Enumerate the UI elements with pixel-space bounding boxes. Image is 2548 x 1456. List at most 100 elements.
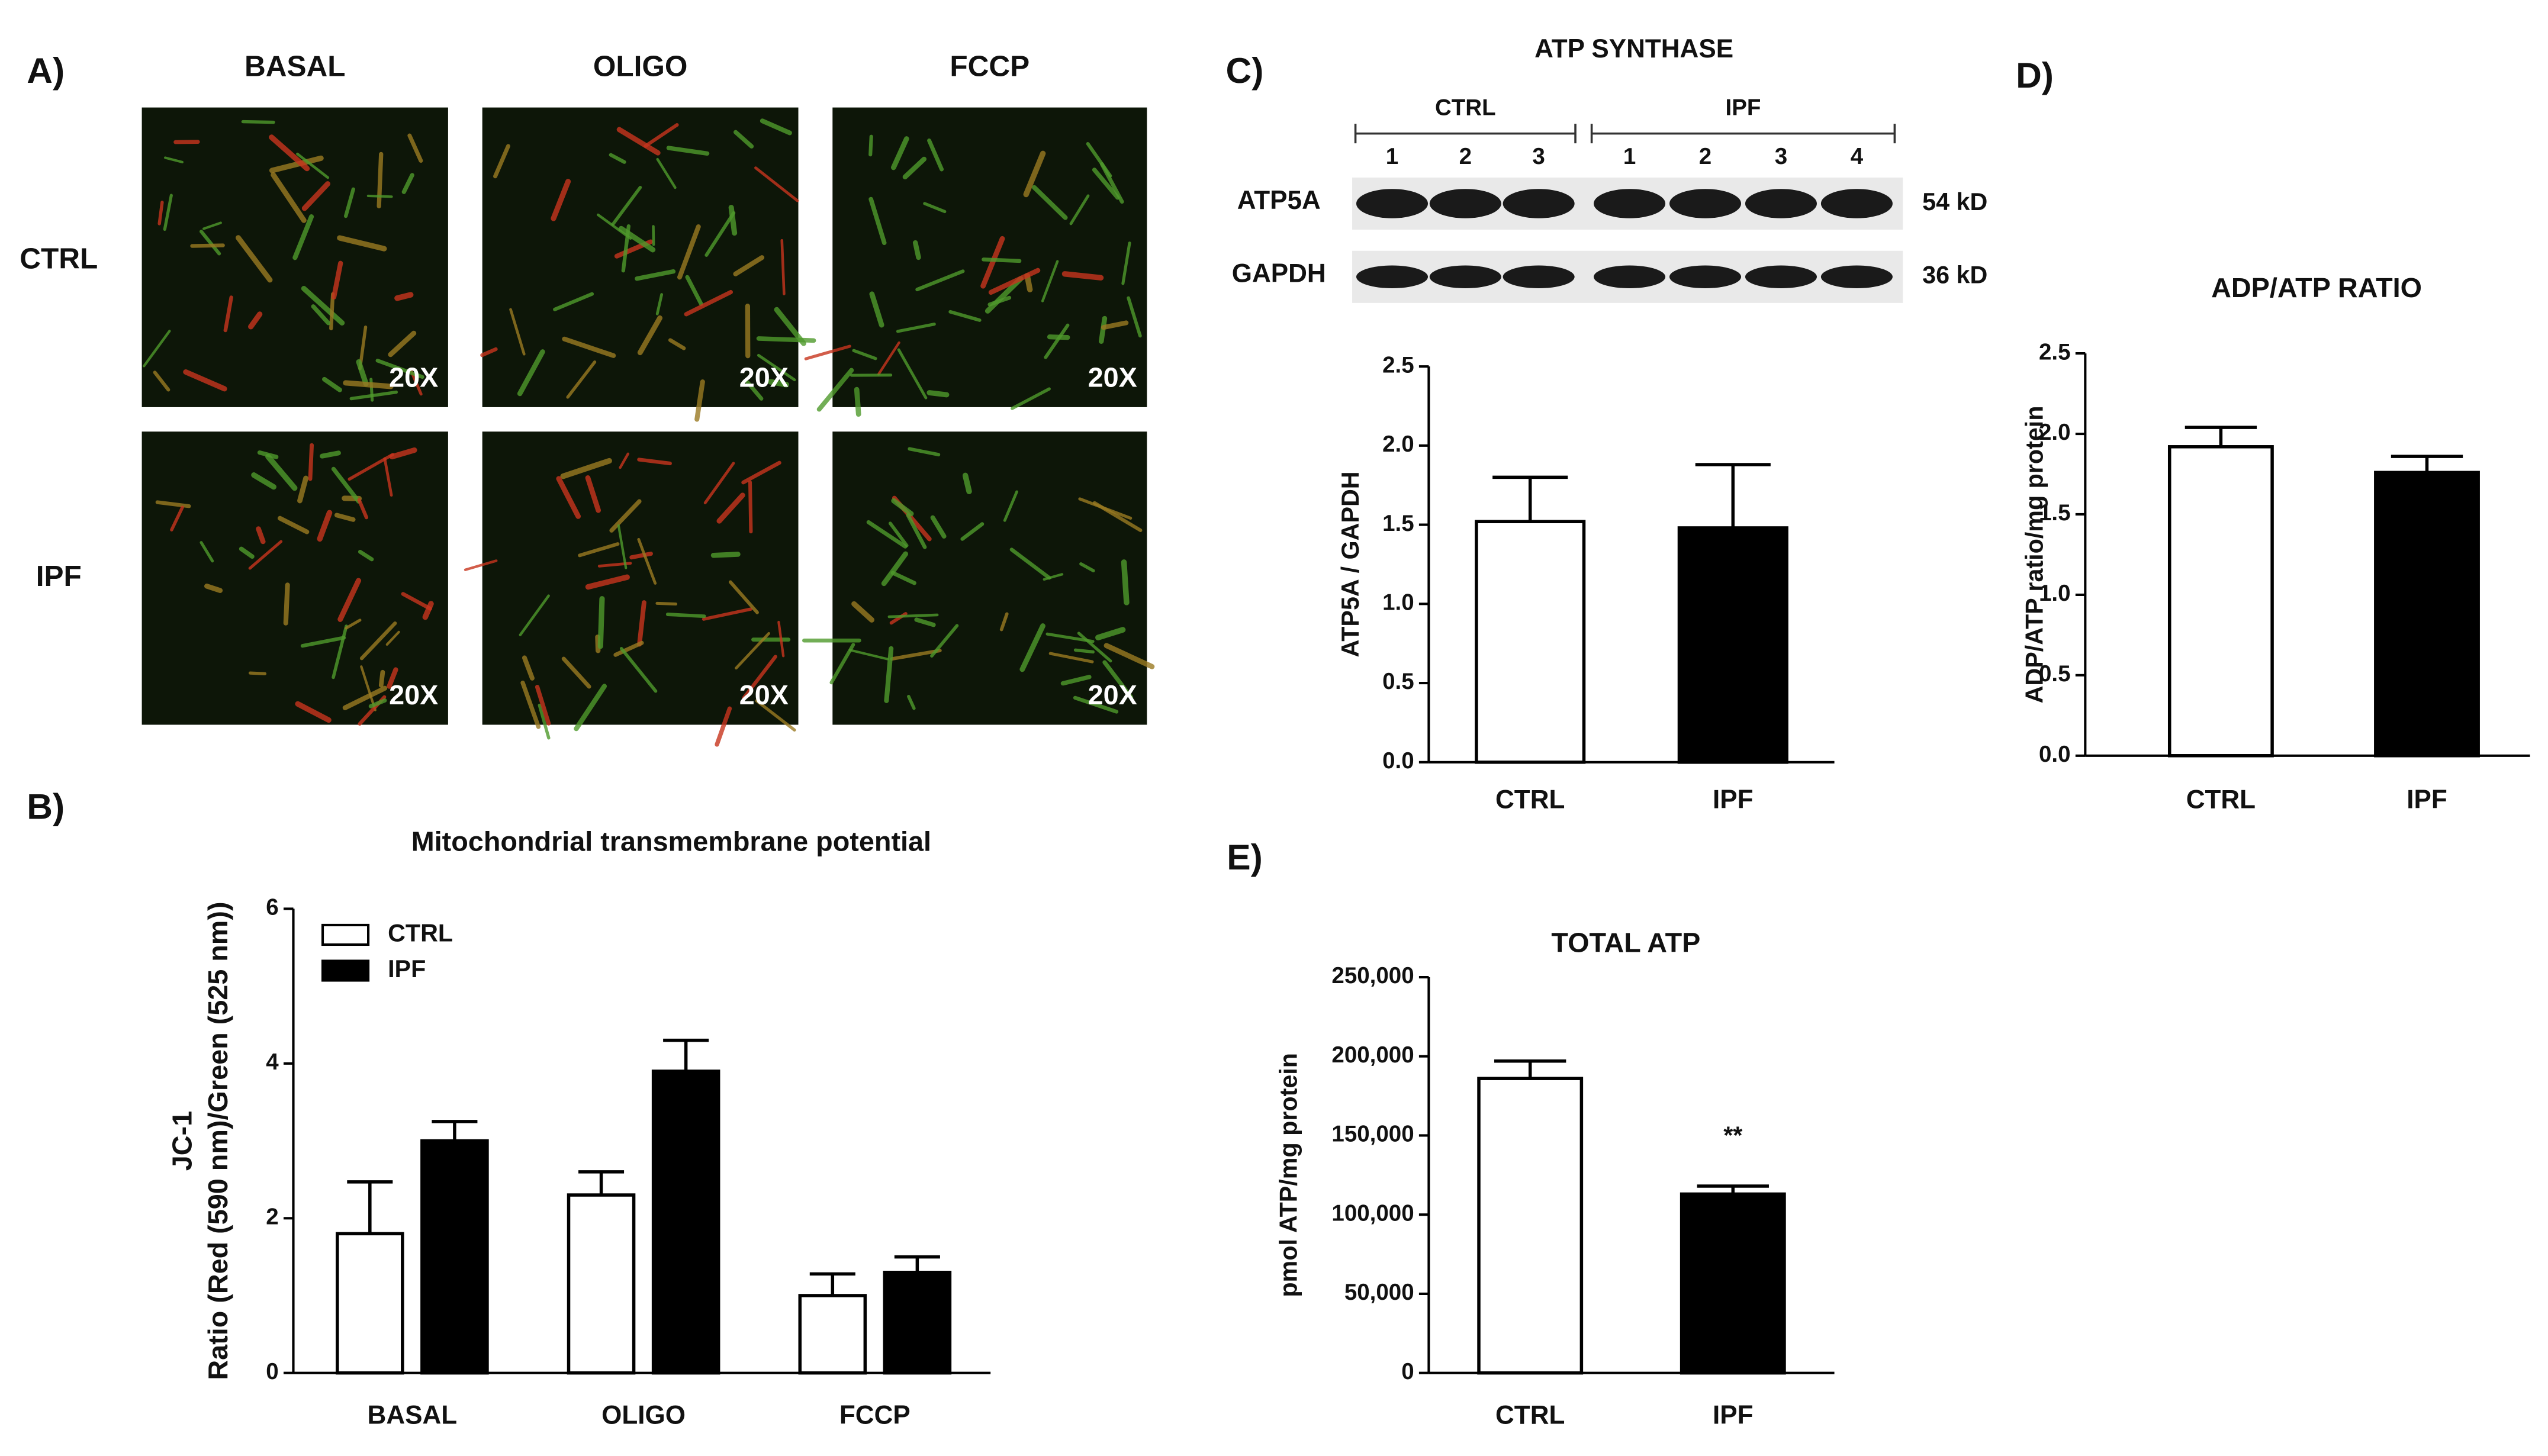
cell bbox=[401, 173, 414, 194]
cell bbox=[277, 516, 310, 534]
cell bbox=[334, 513, 356, 522]
error-bar bbox=[2185, 426, 2257, 447]
cell bbox=[535, 685, 551, 726]
cell bbox=[204, 584, 223, 594]
cell bbox=[295, 701, 332, 723]
cell bbox=[519, 594, 550, 636]
cell bbox=[257, 450, 279, 459]
y-tick-label: 2.5 bbox=[1382, 352, 1414, 378]
cell bbox=[358, 549, 374, 562]
cell bbox=[388, 330, 417, 357]
y-tick-label: 0 bbox=[266, 1359, 278, 1384]
cell bbox=[553, 292, 594, 311]
band bbox=[1429, 265, 1501, 289]
bar bbox=[651, 1070, 720, 1375]
blot-title: ATP SYNTHASE bbox=[1534, 34, 1733, 63]
y-axis-label: JC-1 bbox=[166, 1111, 197, 1171]
cell bbox=[616, 127, 661, 156]
cell bbox=[389, 447, 417, 460]
y-axis-label: ADP/ATP ratio/mg protein bbox=[2021, 406, 2048, 704]
cell bbox=[357, 498, 369, 520]
magnification-label: 20X bbox=[389, 679, 438, 710]
cell bbox=[1041, 260, 1059, 302]
cell bbox=[1069, 194, 1090, 226]
cell bbox=[348, 453, 395, 481]
cell bbox=[1009, 547, 1051, 580]
cell bbox=[585, 574, 630, 590]
cell bbox=[387, 667, 398, 689]
band bbox=[1594, 265, 1666, 289]
cell bbox=[248, 311, 263, 330]
band bbox=[1429, 189, 1501, 218]
cell bbox=[890, 571, 916, 585]
cell bbox=[561, 656, 591, 689]
column-label: BASAL bbox=[244, 50, 346, 83]
cell bbox=[1092, 167, 1120, 200]
y-tick-label: 2.0 bbox=[1382, 431, 1414, 457]
lane-label: 3 bbox=[1532, 144, 1545, 169]
cell bbox=[331, 260, 343, 300]
error-bar bbox=[578, 1170, 625, 1196]
cell bbox=[359, 621, 397, 661]
cell bbox=[343, 187, 355, 218]
cell bbox=[854, 386, 861, 417]
cell bbox=[241, 120, 275, 124]
cell bbox=[1024, 273, 1033, 292]
y-tick-label: 250,000 bbox=[1331, 963, 1414, 988]
micrograph bbox=[141, 107, 448, 407]
cell bbox=[912, 240, 921, 260]
band-size: 36 kD bbox=[1922, 262, 1987, 289]
cell bbox=[926, 390, 950, 398]
cell bbox=[248, 671, 267, 675]
cell bbox=[742, 655, 777, 700]
chart-title: Mitochondrial transmembrane potential bbox=[411, 826, 931, 857]
micrograph-frame bbox=[141, 431, 448, 725]
cell bbox=[422, 601, 434, 620]
cell bbox=[908, 447, 941, 457]
cell bbox=[296, 152, 330, 179]
cell bbox=[852, 349, 877, 360]
cell bbox=[816, 368, 854, 412]
cell bbox=[143, 330, 171, 368]
cell bbox=[1073, 648, 1095, 654]
cell bbox=[629, 552, 654, 560]
cell bbox=[1019, 623, 1045, 672]
cell bbox=[256, 526, 266, 545]
bar bbox=[2374, 471, 2480, 758]
cell bbox=[551, 179, 571, 221]
cell bbox=[666, 146, 710, 156]
cell bbox=[566, 360, 597, 399]
cell bbox=[888, 521, 909, 547]
cell bbox=[755, 699, 796, 732]
legend-swatch bbox=[321, 923, 370, 946]
x-tick-label: BASAL bbox=[368, 1401, 458, 1430]
magnification-label: 20X bbox=[1088, 362, 1137, 393]
magnification-label: 20X bbox=[739, 362, 789, 393]
cell bbox=[988, 268, 1041, 295]
cell bbox=[349, 390, 398, 401]
x-tick-label: IPF bbox=[1713, 785, 1753, 814]
cell bbox=[1077, 632, 1112, 663]
cell bbox=[480, 347, 498, 357]
cell bbox=[685, 275, 703, 306]
cell bbox=[637, 458, 672, 466]
cell bbox=[735, 632, 770, 670]
bar bbox=[798, 1294, 867, 1375]
cell bbox=[960, 522, 985, 541]
chart-title: ADP/ATP RATIO bbox=[2211, 272, 2422, 303]
cell bbox=[655, 293, 664, 315]
group-bracket bbox=[1590, 124, 1896, 144]
band-label: ATP5A bbox=[1237, 186, 1321, 215]
cell bbox=[283, 582, 290, 626]
cell bbox=[756, 336, 816, 343]
error-bar bbox=[894, 1255, 940, 1273]
lane-label: 2 bbox=[1699, 144, 1711, 169]
legend-swatch bbox=[321, 959, 370, 982]
cell bbox=[394, 292, 414, 301]
cell bbox=[337, 578, 362, 622]
x-tick-label: IPF bbox=[2407, 785, 2447, 814]
cell bbox=[1101, 320, 1129, 330]
cell bbox=[635, 269, 676, 281]
cell bbox=[269, 155, 324, 173]
cell bbox=[881, 551, 909, 587]
